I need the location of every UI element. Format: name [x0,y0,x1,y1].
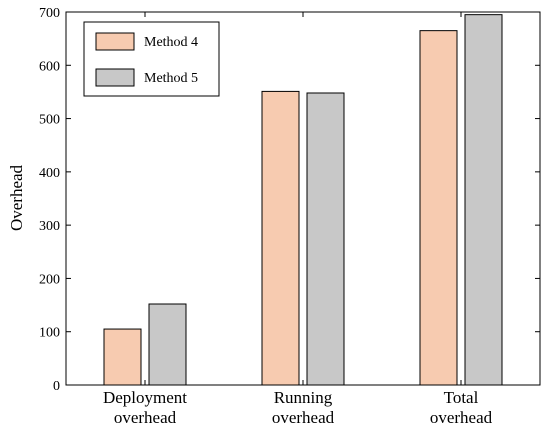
y-axis: 0 100 200 300 400 500 600 700 [39,6,540,394]
x-category-label: Deployment [103,388,187,407]
bar-method-4-2 [419,30,458,386]
y-tick-label: 600 [39,59,60,74]
y-tick-label: 400 [39,166,60,181]
y-tick-label: 200 [39,272,60,287]
x-category-label: overhead [272,408,335,427]
x-category-label: Running [274,388,333,407]
y-tick-label: 500 [39,113,60,128]
x-category-label: Total [444,388,479,407]
legend-swatch [95,68,135,87]
x-category-label: overhead [430,408,493,427]
x-category-label: overhead [114,408,177,427]
y-axis-title: Overhead [7,164,26,231]
bars-group [103,14,503,386]
x-axis: DeploymentoverheadRunningoverheadTotalov… [103,12,493,427]
legend-swatch [95,32,135,51]
bar-method-4-0 [103,328,142,386]
bar-method-5-0 [148,303,187,386]
bar-method-5-1 [306,92,345,386]
bar-method-4-1 [261,90,300,386]
legend: Method 4 Method 5 [83,21,220,97]
legend-label: Method 5 [144,71,198,86]
y-tick-label: 100 [39,326,60,341]
y-tick-label: 300 [39,219,60,234]
bar-method-5-2 [464,14,503,386]
y-tick-label: 0 [53,379,60,394]
legend-label: Method 4 [144,35,198,50]
y-tick-label: 700 [39,6,60,21]
